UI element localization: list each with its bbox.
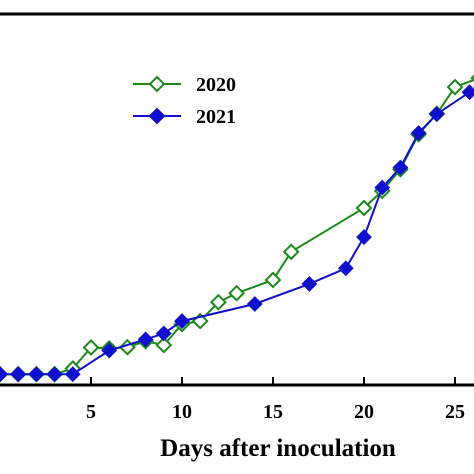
data-point-2021 bbox=[301, 275, 318, 292]
data-point-2020 bbox=[355, 199, 373, 217]
legend-label-2021: 2021 bbox=[196, 106, 236, 128]
data-point-2021 bbox=[28, 366, 45, 383]
series-2021 bbox=[0, 84, 474, 383]
x-tick-label: 20 bbox=[354, 401, 374, 423]
data-point-2021 bbox=[0, 366, 8, 383]
data-point-2020 bbox=[82, 339, 100, 356]
series-layer bbox=[0, 74, 474, 383]
series-2020 bbox=[0, 74, 474, 383]
data-point-2021 bbox=[246, 296, 263, 312]
x-ticks: 5 10 15 20 25 bbox=[86, 377, 465, 423]
series-line-2020 bbox=[0, 78, 474, 376]
data-point-2021 bbox=[174, 313, 190, 330]
data-point-2021 bbox=[10, 366, 27, 383]
data-point-2021 bbox=[428, 106, 445, 123]
x-axis-title: Days after inoculation bbox=[160, 435, 396, 462]
data-point-2021 bbox=[137, 331, 154, 348]
plot-frame bbox=[0, 12, 474, 387]
series-line-2021 bbox=[0, 91, 471, 376]
data-point-2021 bbox=[356, 229, 372, 246]
x-tick-label: 5 bbox=[86, 401, 96, 423]
data-point-2021 bbox=[64, 366, 81, 383]
data-point-2020 bbox=[282, 243, 300, 261]
data-point-2021 bbox=[392, 159, 409, 176]
data-point-2020 bbox=[446, 78, 464, 96]
legend: 2020 2021 bbox=[133, 74, 236, 128]
data-point-2021 bbox=[410, 125, 427, 141]
data-point-2020 bbox=[228, 284, 246, 302]
data-point-2021 bbox=[46, 366, 63, 383]
x-tick-label: 15 bbox=[263, 401, 283, 423]
x-tick-label: 25 bbox=[445, 401, 465, 423]
legend-marker-2021 bbox=[148, 107, 166, 125]
data-point-2021 bbox=[374, 179, 391, 196]
legend-label-2020: 2020 bbox=[196, 74, 236, 96]
data-point-2021 bbox=[155, 325, 172, 342]
legend-marker-2020 bbox=[148, 75, 166, 93]
data-point-2020 bbox=[209, 293, 227, 311]
data-point-2020 bbox=[155, 336, 173, 354]
data-point-2021 bbox=[101, 342, 118, 359]
data-point-2021 bbox=[337, 260, 354, 277]
data-point-2020 bbox=[264, 271, 282, 289]
data-point-2021 bbox=[461, 84, 474, 101]
x-tick-label: 10 bbox=[172, 401, 192, 423]
